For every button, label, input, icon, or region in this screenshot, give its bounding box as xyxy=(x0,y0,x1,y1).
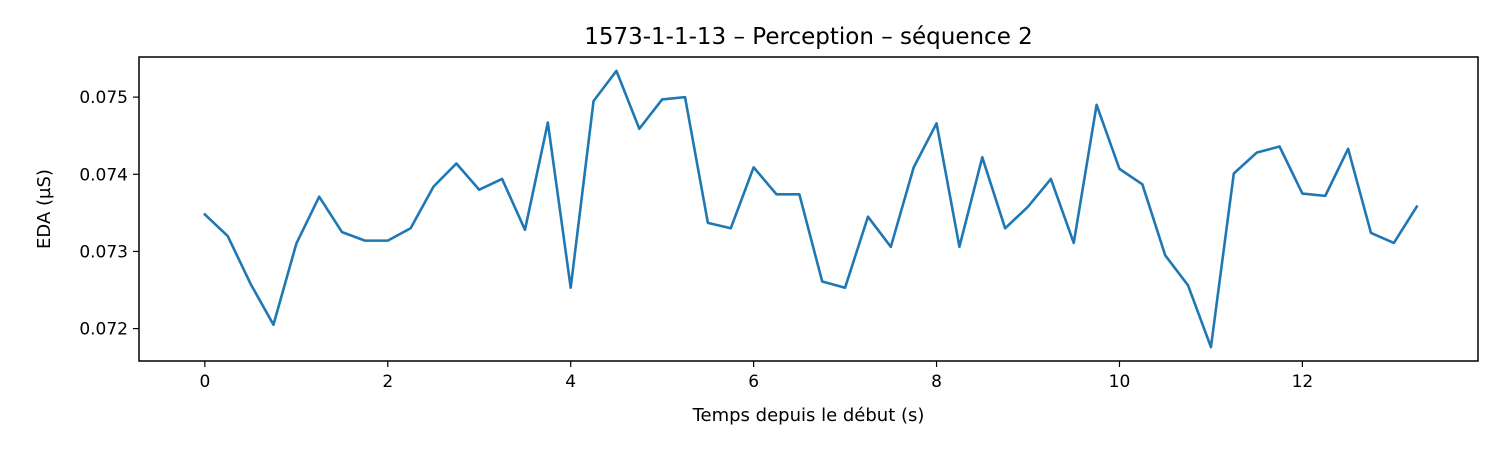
plot-area xyxy=(138,56,1479,362)
x-tick-label: 4 xyxy=(565,372,576,392)
x-axis-label: Temps depuis le début (s) xyxy=(692,405,925,426)
axes-frame xyxy=(138,56,1479,362)
x-tick-label: 12 xyxy=(1292,372,1314,392)
x-tick-label: 6 xyxy=(748,372,759,392)
x-tick-label: 2 xyxy=(382,372,393,392)
x-axis: 0 2 4 6 8 10 12 xyxy=(199,361,1313,392)
y-tick-label: 0.075 xyxy=(79,88,128,108)
y-axis-label: EDA (µS) xyxy=(34,169,55,249)
y-tick-label: 0.072 xyxy=(79,320,128,340)
y-tick-label: 0.074 xyxy=(79,165,128,185)
x-tick-label: 0 xyxy=(199,372,210,392)
y-tick-label: 0.073 xyxy=(79,242,128,262)
y-axis: 0.072 0.073 0.074 0.075 xyxy=(79,88,139,340)
chart-title: 1573-1-1-13 – Perception – séquence 2 xyxy=(584,24,1033,50)
x-tick-label: 8 xyxy=(931,372,942,392)
x-tick-label: 10 xyxy=(1109,372,1131,392)
series-line-0 xyxy=(203,69,1419,349)
